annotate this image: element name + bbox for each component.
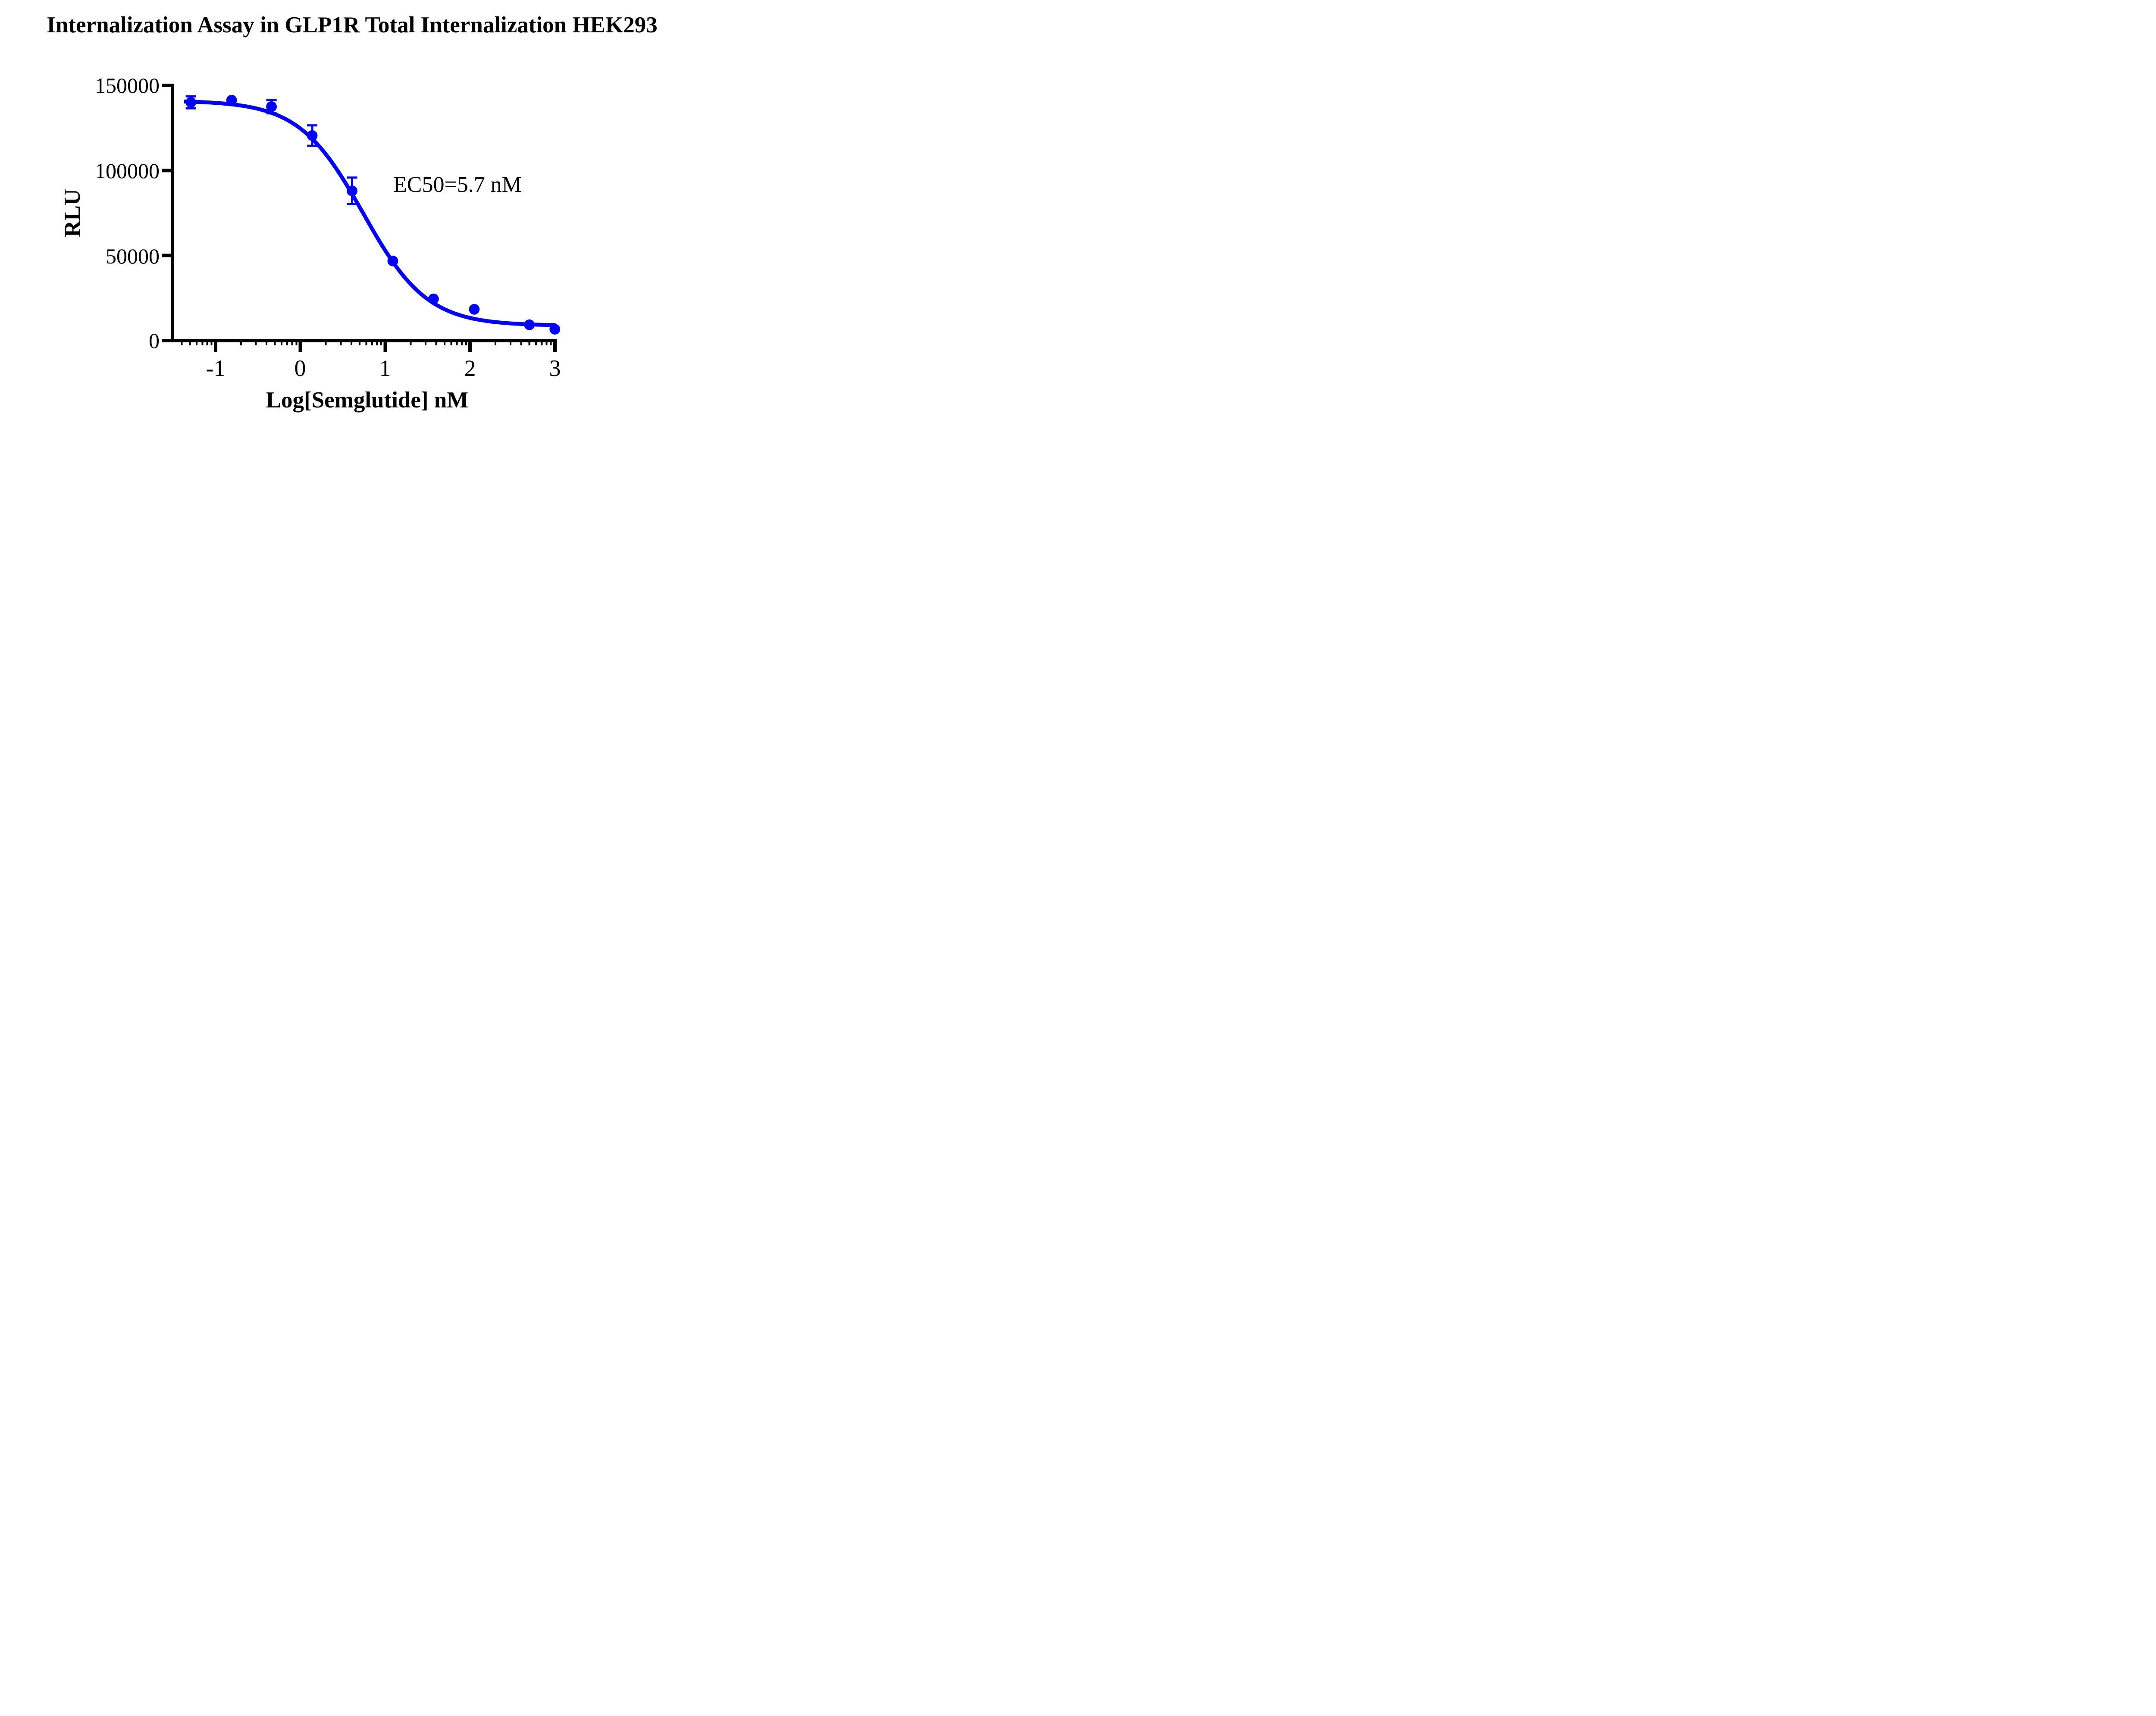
x-major-tick: [468, 341, 472, 352]
x-minor-tick: [291, 342, 293, 345]
x-minor-tick: [325, 342, 327, 345]
y-major-tick: [162, 339, 171, 342]
x-minor-tick: [365, 342, 367, 345]
x-minor-tick: [371, 342, 373, 345]
x-minor-tick: [274, 342, 276, 345]
x-axis-title: Log[Semglutide] nM: [266, 388, 469, 413]
x-minor-tick: [295, 342, 298, 345]
x-minor-tick: [376, 342, 378, 345]
x-minor-tick: [450, 342, 452, 345]
x-minor-tick: [545, 342, 548, 345]
x-minor-tick: [410, 342, 412, 345]
x-minor-tick: [255, 342, 257, 345]
y-major-tick: [162, 84, 171, 87]
x-major-tick: [553, 341, 557, 352]
x-minor-tick: [435, 342, 437, 345]
dose-response-chart: Internalization Assay in GLP1R Total Int…: [0, 0, 704, 429]
x-minor-tick: [181, 342, 183, 345]
y-tick-label-50000: 50000: [106, 244, 160, 268]
x-minor-tick: [240, 342, 242, 345]
x-minor-tick: [461, 342, 463, 345]
data-point: [266, 101, 277, 112]
x-tick-label-2: 2: [464, 355, 476, 381]
x-axis-line: [171, 339, 557, 342]
y-tick-label-150000: 150000: [95, 73, 160, 97]
x-minor-tick: [550, 342, 552, 345]
y-tick-label-100000: 100000: [95, 159, 160, 183]
x-minor-tick: [535, 342, 537, 345]
x-major-tick: [213, 341, 217, 352]
data-point: [428, 293, 439, 304]
data-point: [549, 324, 561, 335]
fit-curve: [184, 100, 556, 327]
y-major-tick: [162, 254, 171, 257]
chart-title: Internalization Assay in GLP1R Total Int…: [47, 13, 658, 38]
data-point: [524, 319, 535, 330]
x-minor-tick: [380, 342, 382, 345]
x-minor-tick: [520, 342, 522, 345]
x-minor-tick: [196, 342, 198, 345]
x-tick-label-0: 0: [294, 355, 306, 381]
x-minor-tick: [266, 342, 268, 345]
x-minor-tick: [425, 342, 427, 345]
x-minor-tick: [189, 342, 191, 345]
x-minor-tick: [528, 342, 530, 345]
data-point: [185, 97, 197, 108]
x-major-tick: [298, 341, 302, 352]
x-minor-tick: [280, 342, 282, 345]
x-minor-tick: [495, 342, 497, 345]
x-tick-label-3: 3: [549, 355, 561, 381]
x-minor-tick: [509, 342, 511, 345]
x-tick-label-1: 1: [379, 355, 391, 381]
x-major-tick: [383, 341, 387, 352]
x-minor-tick: [206, 342, 208, 345]
ec50-annotation: EC50=5.7 nM: [393, 172, 522, 197]
x-minor-tick: [350, 342, 352, 345]
data-point: [469, 304, 480, 315]
y-axis-line: [171, 84, 174, 342]
y-tick-label-0: 0: [149, 329, 160, 353]
x-minor-tick: [443, 342, 445, 345]
data-point: [387, 255, 398, 266]
data-point: [226, 94, 237, 106]
x-minor-tick: [340, 342, 342, 345]
x-minor-tick: [210, 342, 213, 345]
x-minor-tick: [359, 342, 361, 345]
x-minor-tick: [541, 342, 543, 345]
x-minor-tick: [465, 342, 467, 345]
x-minor-tick: [456, 342, 458, 345]
x-minor-tick: [286, 342, 288, 345]
data-point: [307, 130, 318, 141]
data-point: [347, 185, 357, 197]
y-major-tick: [162, 169, 171, 172]
plot-area: [162, 84, 561, 352]
x-tick-label-neg1: -1: [206, 355, 226, 381]
x-minor-tick: [201, 342, 204, 345]
